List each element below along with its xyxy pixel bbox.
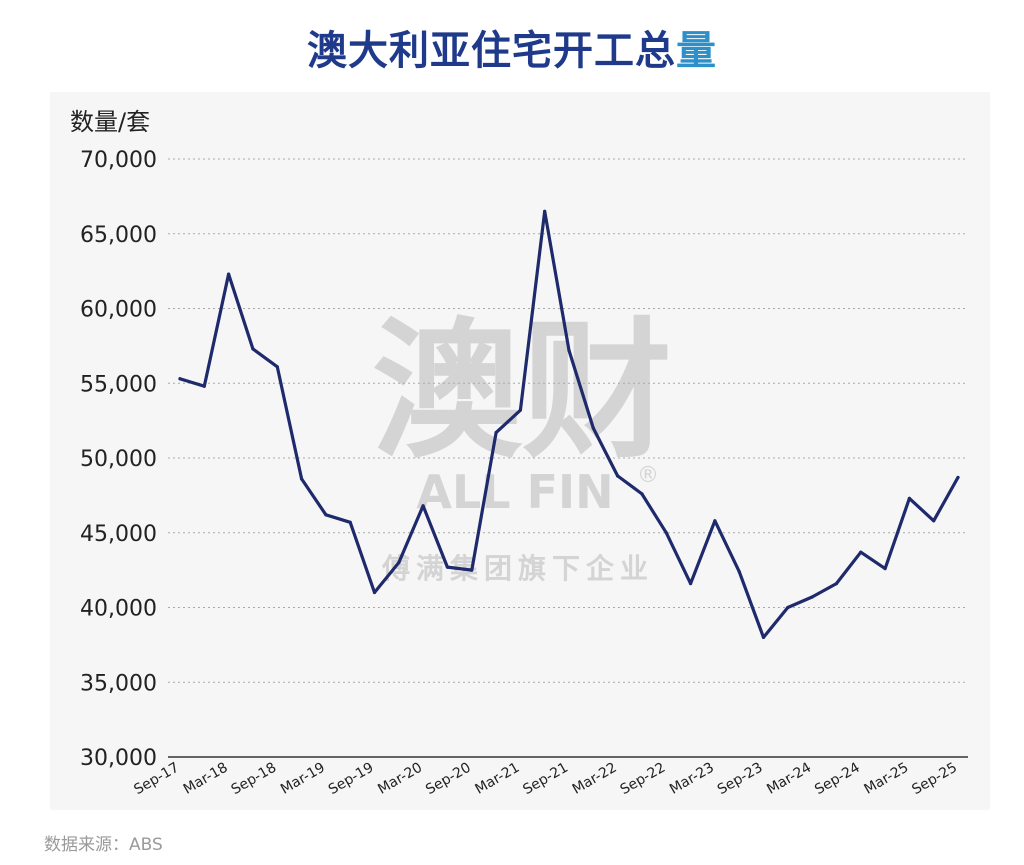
y-tick-label: 70,000 — [80, 148, 157, 173]
chart: 澳财 ALL FIN ® 傅满集团旗下企业 数量/套 30,000 35,000 4… — [70, 108, 968, 799]
chart-panel — [50, 92, 990, 810]
data-point — [761, 635, 766, 640]
data-point — [324, 513, 328, 517]
data-point — [299, 477, 304, 481]
data-point — [616, 474, 620, 478]
data-point — [445, 565, 450, 569]
y-tick-label: 45,000 — [80, 522, 157, 547]
grid-lines — [168, 158, 968, 758]
page-title-main: 澳大利亚住宅开工总 — [307, 28, 676, 74]
y-tick-label: 40,000 — [80, 597, 157, 622]
x-tick-label: Sep-21 — [520, 760, 571, 798]
x-tick-label: Mar-19 — [278, 760, 328, 798]
data-point — [227, 272, 231, 276]
data-point — [348, 520, 352, 524]
x-tick-labels: Sep-17Mar-18Sep-18Mar-19Sep-19Mar-20Sep-… — [131, 760, 960, 799]
x-tick-label: Mar-22 — [570, 760, 620, 798]
y-tick-label: 55,000 — [80, 372, 157, 397]
x-tick-label: Mar-25 — [861, 760, 911, 798]
y-tick-label: 50,000 — [80, 447, 157, 472]
x-tick-label: Mar-18 — [181, 760, 231, 798]
data-point — [786, 605, 790, 610]
y-tick-label: 30,000 — [80, 746, 157, 771]
data-point — [470, 568, 474, 572]
data-point — [883, 567, 887, 571]
x-tick-label: Sep-18 — [229, 760, 280, 798]
y-tick-label: 65,000 — [80, 223, 157, 248]
data-point — [251, 347, 255, 351]
data-point — [421, 504, 425, 508]
data-point — [810, 595, 814, 599]
data-point — [178, 377, 182, 381]
x-tick-label: Sep-23 — [715, 760, 766, 798]
data-point — [567, 348, 571, 352]
y-axis-label: 数量/套 — [70, 108, 150, 136]
x-tick-label: Mar-21 — [472, 760, 522, 798]
data-point — [518, 408, 522, 412]
series-line-group — [178, 209, 960, 640]
data-point — [737, 570, 741, 574]
source-note: 数据来源：ABS — [44, 835, 163, 855]
data-point — [591, 426, 595, 430]
x-tick-label: Sep-25 — [909, 760, 960, 798]
data-point — [275, 365, 279, 369]
x-tick-label: Mar-23 — [667, 760, 717, 798]
watermark-sub-text: 傅满集团旗下企业 — [381, 552, 654, 585]
data-point — [907, 496, 911, 500]
watermark-brand-text: ALL FIN — [416, 465, 613, 519]
data-point — [372, 590, 377, 595]
x-tick-label: Mar-24 — [764, 760, 814, 798]
y-tick-label: 60,000 — [80, 298, 157, 323]
data-point — [202, 384, 206, 388]
y-tick-labels: 30,000 35,000 40,000 45,000 50,000 55,000 60,0… — [80, 148, 157, 771]
watermark: 澳财 ALL FIN ® 傅满集团旗下企业 — [372, 305, 672, 585]
data-point — [834, 581, 839, 586]
x-tick-label: Sep-20 — [423, 760, 474, 798]
data-point — [543, 209, 547, 213]
y-tick-label: 35,000 — [80, 671, 157, 696]
data-point — [664, 531, 668, 535]
data-point — [688, 581, 693, 586]
page-title: 澳大利亚住宅开工总量 — [0, 18, 1024, 76]
data-point — [932, 519, 936, 523]
data-point — [397, 561, 401, 565]
data-point — [713, 519, 717, 523]
data-point — [956, 475, 960, 480]
watermark-registered-mark: ® — [637, 463, 659, 488]
x-tick-label: Sep-24 — [812, 760, 863, 799]
data-point — [640, 492, 644, 496]
data-point — [859, 550, 863, 554]
x-tick-label: Sep-22 — [618, 760, 669, 798]
x-tick-label: Mar-20 — [375, 760, 425, 798]
page-title-accent: 量 — [676, 28, 717, 74]
x-tick-label: Sep-19 — [326, 760, 377, 798]
data-point — [494, 430, 498, 435]
